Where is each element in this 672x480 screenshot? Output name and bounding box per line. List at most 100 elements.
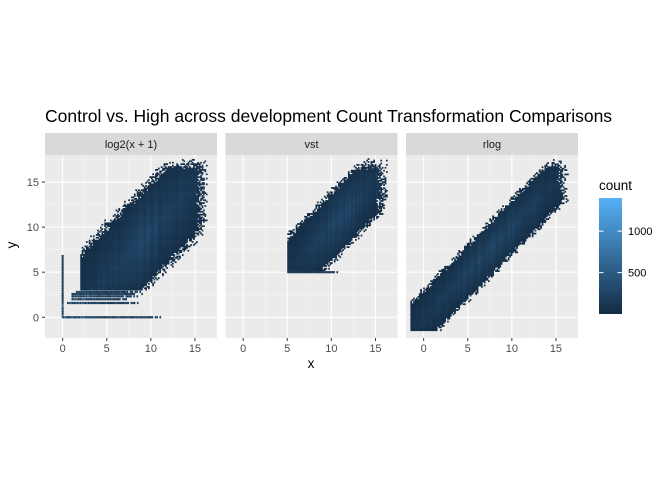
hexbin-cell (108, 246, 111, 249)
hexbin-cell (94, 261, 97, 264)
hexbin-cell (148, 248, 150, 251)
hexbin-cell (93, 295, 96, 298)
hexbin-cell (90, 283, 92, 285)
hexbin-cell (119, 241, 122, 243)
hexbin-cell (91, 261, 94, 264)
hexbin-cell (148, 189, 150, 191)
hexbin-cell (131, 229, 133, 232)
hexbin-cell (122, 261, 125, 264)
hexbin-cell (111, 301, 114, 305)
hexbin-cell (118, 244, 121, 246)
hexbin-cell (109, 265, 112, 268)
hexbin-cell (146, 270, 149, 272)
hexbin-cell (135, 231, 138, 233)
hexbin-cell (108, 249, 111, 252)
hexbin-cell (92, 246, 95, 249)
hexbin-cell (96, 295, 99, 298)
hexbin-cell (148, 258, 150, 261)
hexbin-cell (98, 267, 101, 269)
hexbin-cell (97, 287, 99, 290)
hexbin-cell (149, 274, 152, 277)
hexbin-cell (138, 222, 140, 225)
hexbin-cell (136, 231, 139, 233)
hexbin-cell (101, 288, 104, 291)
hexbin-cell (111, 229, 114, 232)
hexbin-cell (138, 275, 140, 278)
hexbin-cell (135, 232, 138, 235)
hexbin-cell (145, 209, 147, 212)
hexbin-cell (140, 203, 143, 206)
hexbin-cell (115, 223, 118, 226)
hexbin-cell (153, 199, 156, 202)
hexbin-cell (116, 210, 119, 213)
hexbin-cell (133, 203, 136, 206)
hexbin-cell (111, 274, 114, 277)
hexbin-cell (149, 257, 152, 259)
hexbin-cell (105, 274, 108, 277)
hexbin-cell (81, 272, 84, 275)
hexbin-cell (139, 246, 142, 249)
hexbin-cell (138, 213, 140, 216)
hexbin-cell (118, 267, 121, 269)
hexbin-cell (139, 242, 142, 245)
hexbin-cell (131, 222, 133, 225)
hexbin-cell (102, 249, 105, 252)
hexbin-cell (150, 228, 153, 230)
hexbin-cell (114, 244, 116, 246)
hexbin-cell (105, 232, 108, 235)
hexbin-cell (84, 257, 87, 259)
hexbin-cell (140, 225, 143, 228)
hexbin-cell (119, 261, 122, 264)
hexbin-cell (139, 233, 142, 236)
hexbin-cell (136, 190, 139, 193)
hexbin-cell (117, 295, 120, 298)
hexbin-cell (91, 285, 94, 288)
hexbin-cell (83, 271, 85, 274)
hexbin-cell (98, 251, 101, 254)
hexbin-cell (124, 213, 126, 216)
hexbin-cell (111, 220, 114, 223)
hexbin-cell (135, 189, 138, 191)
hexbin-cell (115, 228, 118, 230)
hexbin-cell (104, 241, 106, 243)
hexbin-cell (130, 316, 133, 319)
hexbin-cell (107, 281, 109, 284)
hexbin-cell (148, 228, 150, 230)
hexbin-cell (108, 257, 111, 259)
hexbin-cell (104, 258, 106, 261)
hexbin-cell (140, 218, 143, 220)
hexbin-cell (107, 274, 109, 277)
hexbin-cell (112, 274, 115, 277)
hexbin-cell (122, 225, 125, 228)
hexbin-cell (83, 268, 85, 271)
hexbin-cell (129, 252, 132, 255)
hexbin-cell (136, 223, 139, 226)
hexbin-cell (125, 258, 128, 261)
hexbin-cell (118, 262, 121, 265)
hexbin-cell (140, 233, 143, 236)
hexbin-cell (156, 202, 159, 204)
hexbin-cell (146, 225, 149, 228)
hexbin-cell (136, 215, 139, 217)
hexbin-cell (152, 264, 154, 267)
hexbin-cell (92, 241, 95, 243)
hexbin-cell (102, 242, 105, 245)
hexbin-cell (153, 225, 156, 228)
hexbin-cell (146, 242, 149, 245)
hexbin-cell (138, 233, 140, 236)
hexbin-cell (98, 255, 101, 258)
hexbin-cell (149, 245, 152, 248)
hexbin-cell (124, 205, 126, 207)
hexbin-cell (92, 280, 95, 282)
hexbin-cell (132, 206, 135, 209)
hexbin-cell (146, 193, 149, 196)
hexbin-cell (112, 288, 115, 291)
hexbin-cell (145, 255, 147, 258)
hexbin-cell (148, 267, 150, 269)
hexbin-cell (149, 231, 152, 233)
hexbin-cell (104, 261, 106, 264)
hexbin-cell (83, 278, 85, 281)
hexbin-cell (109, 274, 112, 277)
hexbin-cell (148, 210, 150, 213)
hexbin-cell (156, 232, 159, 235)
